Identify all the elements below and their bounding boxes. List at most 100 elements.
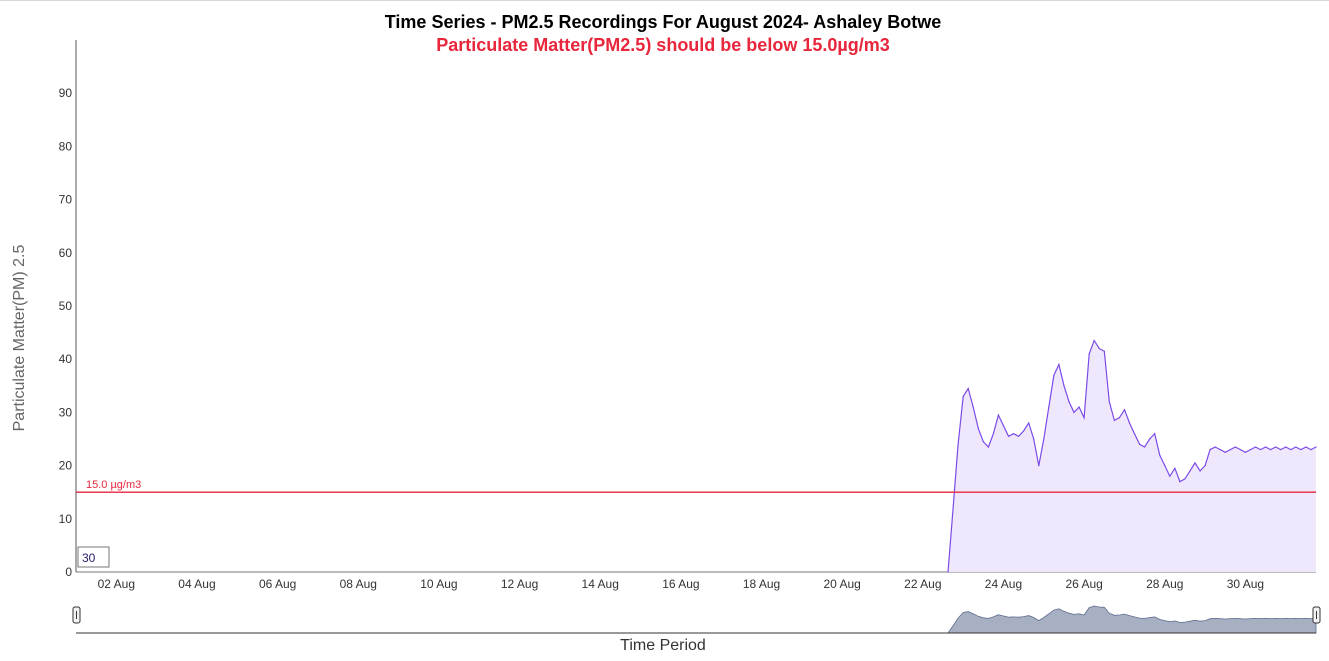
pm25-line[interactable] <box>947 339 1317 573</box>
moving-average-box[interactable] <box>77 546 110 568</box>
pm25-data-point <box>1028 422 1030 424</box>
x-tick-label: 28 Aug <box>1146 577 1183 591</box>
pm25-data-point <box>1149 438 1151 440</box>
y-tick-label: 40 <box>59 352 73 366</box>
pm25-data-point <box>1073 411 1075 413</box>
x-tick-label: 08 Aug <box>340 577 377 591</box>
pm25-data-point <box>1078 406 1080 408</box>
pm25-data-point <box>1305 446 1307 448</box>
pm25-data-point <box>1174 467 1176 469</box>
pm25-data-point <box>1265 446 1267 448</box>
x-tick-label: 02 Aug <box>98 577 135 591</box>
pm25-data-point <box>1194 462 1196 464</box>
top-border <box>0 0 1329 1</box>
y-axis-ticks: 0 10 20 30 40 50 60 70 80 90 <box>59 86 73 579</box>
pm25-data-point <box>1053 374 1055 376</box>
pm25-data-point <box>1113 419 1115 421</box>
y-tick-label: 30 <box>59 405 73 419</box>
navigator-handle-right[interactable] <box>1312 606 1321 624</box>
pm25-data-point <box>1169 475 1171 477</box>
pm25-data-point <box>1239 449 1241 451</box>
pm25-data-point <box>972 406 974 408</box>
chart-title: Time Series - PM2.5 Recordings For Augus… <box>385 12 942 32</box>
pm25-data-point <box>987 446 990 448</box>
y-tick-label: 10 <box>59 512 73 526</box>
pm25-data-point <box>1048 406 1050 408</box>
y-tick-label: 0 <box>65 565 72 579</box>
pm25-data-point <box>1260 449 1262 451</box>
pm25-data-point <box>1249 449 1252 451</box>
pm25-data-point <box>1154 433 1156 435</box>
pm25-data-point <box>1093 340 1095 342</box>
y-tick-label: 80 <box>59 139 73 153</box>
navigator[interactable] <box>72 599 1321 634</box>
x-tick-label: 10 Aug <box>420 577 457 591</box>
x-axis-title: Time Period <box>620 637 706 654</box>
pm25-data-point <box>1128 422 1131 424</box>
pm25-area <box>948 340 1316 572</box>
pm25-data-point <box>967 387 969 390</box>
moving-average-value: 30 <box>82 551 96 565</box>
y-axis-title: Particulate Matter(PM) 2.5 <box>11 245 28 432</box>
x-tick-label: 04 Aug <box>178 577 215 591</box>
pm25-data-point <box>1204 465 1206 467</box>
pm25-data-point <box>1234 446 1236 448</box>
x-tick-label: 16 Aug <box>662 577 699 591</box>
pm25-data-point <box>1189 470 1191 472</box>
threshold-label: 15.0 µg/m3 <box>86 479 141 491</box>
pm25-data-point <box>1007 435 1010 437</box>
pm25-data-point <box>1058 363 1060 366</box>
pm25-data-point <box>1229 449 1231 451</box>
pm25-data-point <box>1103 350 1105 352</box>
pm25-data-point <box>1063 385 1065 387</box>
pm25-data-point <box>1038 465 1040 467</box>
moving-average-input[interactable]: 30 <box>77 546 110 568</box>
pm25-data-point <box>1254 446 1257 448</box>
pm25-data-point <box>1123 409 1126 411</box>
pm25-data-point <box>992 433 995 435</box>
x-axis-ticks: 02 Aug 04 Aug 06 Aug 08 Aug 10 Aug 12 Aug 14 A… <box>98 577 1264 591</box>
pm25-data-point <box>1184 478 1186 480</box>
pm25-data-point <box>1280 449 1282 451</box>
y-tick-label: 60 <box>59 246 73 260</box>
navigator-series <box>76 605 1317 634</box>
pm25-data-point <box>1133 433 1136 435</box>
pm25-data-point <box>1013 433 1015 435</box>
pm25-data-point <box>1290 449 1292 451</box>
pm25-data-point <box>1209 449 1211 451</box>
y-tick-label: 90 <box>59 86 73 100</box>
pm25-data-point <box>1164 465 1166 467</box>
pm25-data-point <box>1199 470 1201 472</box>
pm25-data-point <box>1214 446 1216 448</box>
x-tick-label: 14 Aug <box>582 577 619 591</box>
pm25-data-point <box>977 427 979 429</box>
pm25-data-point <box>962 395 964 397</box>
navigator-handle-left[interactable] <box>72 606 81 624</box>
pm25-data-point <box>947 571 949 573</box>
x-tick-label: 22 Aug <box>904 577 941 591</box>
pm25-data-point <box>1118 417 1120 419</box>
pm25-data-point <box>1179 481 1181 483</box>
pm25-data-point <box>1018 435 1020 437</box>
x-tick-label: 06 Aug <box>259 577 296 591</box>
pm25-data-point <box>1159 454 1161 456</box>
pm25-data-point <box>1310 449 1312 451</box>
chart-subtitle: Particulate Matter(PM2.5) should be belo… <box>436 35 889 55</box>
pm25-data-point <box>1300 449 1302 451</box>
pm25-data-point <box>1068 401 1070 403</box>
pm25-data-point <box>982 441 984 443</box>
pm25-data-point <box>957 443 959 445</box>
x-tick-label: 30 Aug <box>1227 577 1264 591</box>
pm25-data-point <box>1224 451 1226 453</box>
pm25-points <box>947 340 1317 573</box>
pm25-data-point <box>1295 446 1297 448</box>
pm25-data-point <box>1139 443 1141 445</box>
x-tick-label: 26 Aug <box>1065 577 1102 591</box>
pm25-data-point <box>1043 438 1045 440</box>
x-tick-label: 20 Aug <box>823 577 860 591</box>
y-tick-label: 70 <box>59 193 73 207</box>
x-tick-label: 24 Aug <box>985 577 1022 591</box>
pm25-data-point <box>1098 348 1100 350</box>
pm25-data-point <box>1108 401 1110 403</box>
